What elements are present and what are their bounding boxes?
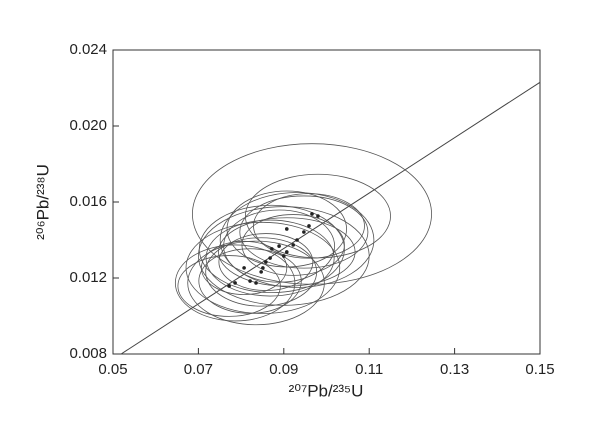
data-point: [282, 254, 286, 258]
plot-frame: [112, 49, 541, 355]
x-tick-label: 0.11: [355, 361, 383, 378]
data-point: [295, 238, 299, 242]
error-ellipse: [187, 240, 325, 326]
data-point: [284, 250, 289, 254]
data-point: [264, 260, 268, 264]
error-ellipse: [244, 173, 391, 259]
reference-line: [120, 81, 541, 355]
x-tick-label: 0.13: [440, 361, 469, 378]
error-ellipse: [192, 143, 432, 285]
data-point: [316, 214, 320, 218]
data-point: [284, 227, 289, 231]
data-point: [248, 279, 252, 283]
y-axis-label: ²⁰⁶Pb/²³⁸U: [33, 164, 52, 240]
y-tick-label: 0.020: [69, 117, 107, 134]
error-ellipse: [205, 219, 335, 297]
data-point: [254, 281, 258, 285]
x-axis-label: ²⁰⁷Pb/²³⁵U: [289, 381, 364, 400]
data-point: [291, 243, 295, 247]
error-ellipse: [219, 192, 375, 288]
y-tick-label: 0.008: [69, 345, 107, 362]
y-tick-label: 0.024: [69, 41, 107, 58]
data-point: [270, 247, 274, 251]
data-point: [310, 212, 314, 216]
data-point: [307, 224, 311, 228]
data-point: [277, 244, 281, 248]
data-point: [268, 256, 272, 260]
data-point: [261, 266, 265, 270]
x-tick-label: 0.05: [98, 361, 127, 378]
error-ellipse: [197, 206, 370, 306]
error-ellipse: [174, 244, 296, 322]
data-point: [259, 270, 263, 274]
error-ellipse: [223, 209, 336, 283]
x-tick-label: 0.15: [525, 361, 554, 378]
error-ellipse: [239, 195, 369, 269]
data-point: [233, 281, 237, 285]
x-tick-label: 0.07: [184, 361, 213, 378]
y-tick-label: 0.012: [69, 269, 107, 286]
x-tick-label: 0.09: [269, 361, 298, 378]
error-ellipse: [253, 193, 365, 259]
error-ellipse: [241, 214, 345, 276]
data-point: [302, 230, 306, 234]
y-tick-label: 0.016: [69, 193, 107, 210]
error-ellipse: [218, 233, 314, 291]
data-point: [242, 266, 246, 270]
error-ellipse: [185, 221, 341, 314]
data-point: [227, 284, 231, 288]
